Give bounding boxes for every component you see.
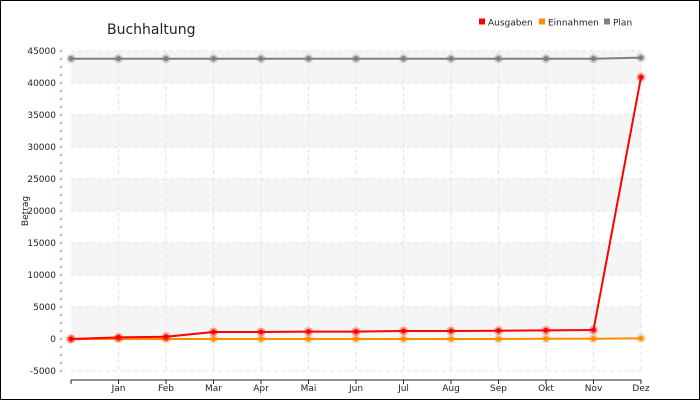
legend-label: Einnahmen bbox=[548, 19, 599, 29]
data-point bbox=[163, 334, 169, 340]
data-point bbox=[258, 56, 264, 62]
data-point bbox=[116, 334, 121, 340]
data-point bbox=[496, 336, 501, 342]
x-tick-label: Jun bbox=[348, 384, 363, 394]
data-point bbox=[496, 328, 501, 334]
x-tick-label: Aug bbox=[442, 384, 460, 394]
x-tick-label: Apr bbox=[253, 384, 269, 394]
x-tick-label: Mar bbox=[205, 384, 222, 394]
data-point bbox=[68, 336, 74, 342]
legend-swatch bbox=[479, 18, 485, 25]
x-tick-label: Nov bbox=[585, 384, 603, 394]
x-tick-label: Mai bbox=[301, 384, 317, 394]
data-point bbox=[401, 328, 406, 334]
data-point bbox=[211, 336, 216, 342]
y-tick-label: 40000 bbox=[27, 79, 56, 89]
data-point bbox=[448, 328, 454, 334]
data-point bbox=[401, 336, 406, 342]
y-tick-label: 35000 bbox=[27, 111, 56, 121]
x-tick-label: Jan bbox=[111, 384, 126, 394]
data-point bbox=[211, 329, 216, 335]
data-point bbox=[638, 55, 644, 61]
y-tick-label: 10000 bbox=[27, 271, 56, 281]
data-point bbox=[68, 56, 74, 62]
y-tick-label: 15000 bbox=[27, 239, 56, 249]
y-tick-label: 20000 bbox=[27, 207, 56, 217]
data-point bbox=[258, 329, 264, 335]
data-point bbox=[591, 336, 596, 342]
data-point bbox=[638, 74, 644, 80]
x-tick-label: Dez bbox=[632, 384, 649, 394]
data-point bbox=[543, 327, 549, 333]
legend-label: Ausgaben bbox=[488, 19, 533, 29]
data-point bbox=[353, 336, 359, 342]
data-point bbox=[591, 56, 596, 62]
y-tick-label: -5000 bbox=[30, 367, 56, 377]
data-point bbox=[306, 56, 311, 62]
legend: Ausgaben Einnahmen Plan bbox=[479, 18, 632, 29]
x-tick-label: Feb bbox=[158, 384, 174, 394]
data-point bbox=[638, 335, 644, 341]
data-point bbox=[591, 327, 596, 333]
data-point bbox=[448, 56, 454, 62]
data-point bbox=[306, 329, 311, 335]
y-tick-label: 45000 bbox=[27, 47, 56, 57]
y-tick-label: 25000 bbox=[27, 175, 56, 185]
data-point bbox=[448, 336, 454, 342]
data-point bbox=[116, 56, 121, 62]
legend-swatch bbox=[604, 18, 610, 25]
data-point bbox=[353, 329, 359, 335]
series-group bbox=[66, 53, 646, 344]
data-point bbox=[211, 56, 216, 62]
data-point bbox=[353, 56, 359, 62]
y-tick-label: 5000 bbox=[33, 303, 56, 313]
x-tick-label: Jul bbox=[397, 384, 409, 394]
data-point bbox=[258, 336, 264, 342]
legend-label: Plan bbox=[613, 19, 632, 29]
data-point bbox=[306, 336, 311, 342]
y-tick-label: 0 bbox=[50, 335, 56, 345]
data-point bbox=[401, 56, 406, 62]
chart-title: Buchhaltung bbox=[107, 22, 196, 38]
data-point bbox=[163, 56, 169, 62]
y-axis-title: Betrag bbox=[21, 196, 31, 226]
y-tick-label: 30000 bbox=[27, 143, 56, 153]
data-point bbox=[543, 336, 549, 342]
legend-swatch bbox=[539, 18, 545, 25]
axes: -5000 0 5000 10000 15000 20000 25000 30000 35000… bbox=[27, 47, 650, 394]
data-point bbox=[543, 56, 549, 62]
x-tick-label: Okt bbox=[538, 384, 554, 394]
data-point bbox=[496, 56, 501, 62]
x-tick-label: Sep bbox=[490, 384, 507, 394]
